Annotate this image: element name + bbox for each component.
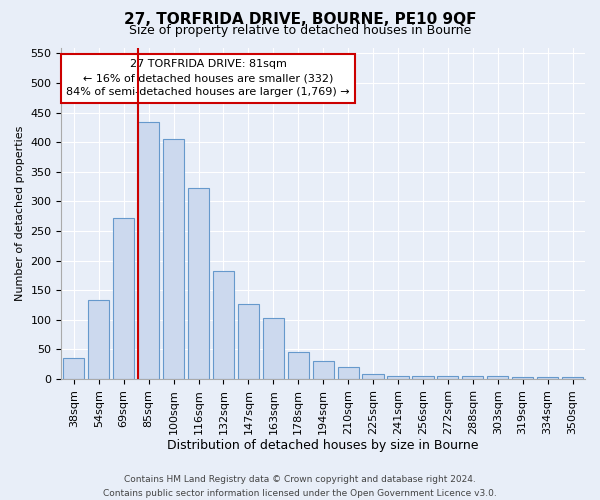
Bar	[437, 376, 458, 379]
Bar	[313, 362, 334, 379]
Text: 27, TORFRIDA DRIVE, BOURNE, PE10 9QF: 27, TORFRIDA DRIVE, BOURNE, PE10 9QF	[124, 12, 476, 28]
Bar	[238, 304, 259, 379]
Text: Size of property relative to detached houses in Bourne: Size of property relative to detached ho…	[129, 24, 471, 37]
Bar	[113, 218, 134, 379]
Text: 27 TORFRIDA DRIVE: 81sqm
← 16% of detached houses are smaller (332)
84% of semi-: 27 TORFRIDA DRIVE: 81sqm ← 16% of detach…	[66, 59, 350, 97]
Bar	[562, 378, 583, 379]
Bar	[412, 376, 434, 379]
Bar	[88, 300, 109, 379]
Bar	[138, 122, 159, 379]
Bar	[63, 358, 85, 379]
Bar	[163, 140, 184, 379]
Bar	[287, 352, 309, 379]
Bar	[362, 374, 383, 379]
Bar	[213, 272, 234, 379]
Bar	[462, 376, 484, 379]
Y-axis label: Number of detached properties: Number of detached properties	[15, 126, 25, 301]
Bar	[263, 318, 284, 379]
Text: Contains HM Land Registry data © Crown copyright and database right 2024.
Contai: Contains HM Land Registry data © Crown c…	[103, 476, 497, 498]
Bar	[338, 366, 359, 379]
Bar	[537, 378, 558, 379]
Bar	[188, 188, 209, 379]
Bar	[512, 378, 533, 379]
Bar	[487, 376, 508, 379]
Bar	[388, 376, 409, 379]
X-axis label: Distribution of detached houses by size in Bourne: Distribution of detached houses by size …	[167, 440, 479, 452]
